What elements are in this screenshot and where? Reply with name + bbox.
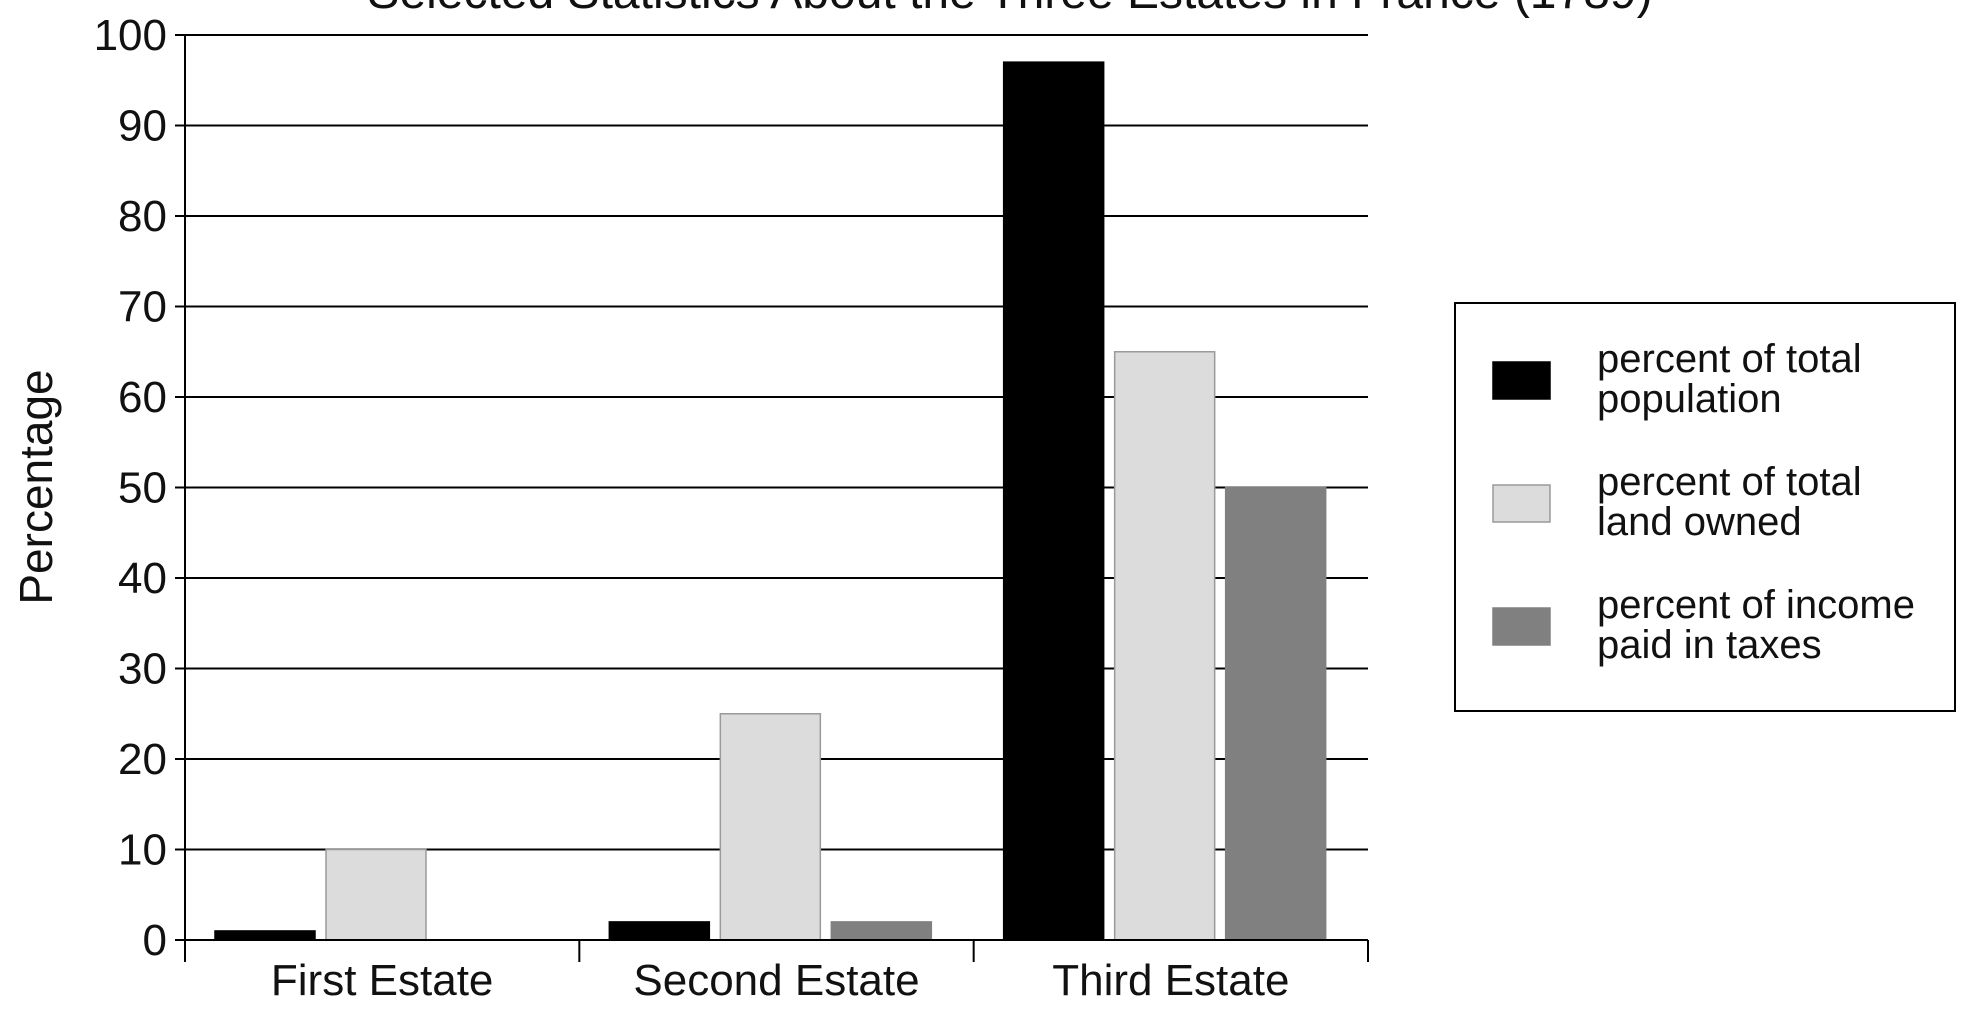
bars bbox=[214, 61, 1327, 941]
y-tick-label: 20 bbox=[118, 735, 167, 784]
legend-label-percent-of-total-land-owned: percent of total land owned bbox=[1597, 460, 1862, 544]
bar-percent-of-total-population-first-estate bbox=[214, 930, 316, 941]
chart-title: Selected Statistics About the Three Esta… bbox=[367, 0, 1652, 19]
y-tick-label: 90 bbox=[118, 102, 167, 151]
bar-percent-of-total-population-second-estate bbox=[608, 921, 711, 941]
legend-swatch-percent-of-total-land-owned bbox=[1492, 484, 1551, 523]
y-axis-label: Percentage bbox=[10, 369, 62, 604]
x-tick-label: Third Estate bbox=[1052, 956, 1289, 1005]
x-tick-label: Second Estate bbox=[633, 956, 919, 1005]
bar-percent-of-total-land-owned-second-estate bbox=[719, 713, 822, 941]
legend-label-percent-of-total-population: percent of total population bbox=[1597, 337, 1862, 421]
y-tick-label: 50 bbox=[118, 464, 167, 513]
legend-label-percent-of-income-paid-in-taxes: percent of income paid in taxes bbox=[1597, 583, 1915, 667]
legend: percent of total population percent of tot… bbox=[1454, 302, 1956, 712]
legend-swatch-percent-of-total-population bbox=[1492, 361, 1551, 400]
y-tick-label: 0 bbox=[143, 916, 167, 965]
y-tick-label: 40 bbox=[118, 554, 167, 603]
bar-percent-of-total-land-owned-first-estate bbox=[325, 848, 427, 941]
axes: 0 10 20 30 40 50 60 70 80 90 100 First Estate Second… bbox=[94, 11, 1369, 1005]
bar-percent-of-income-paid-in-taxes-second-estate bbox=[830, 921, 933, 941]
y-tick-label: 60 bbox=[118, 373, 167, 422]
y-tick-label: 70 bbox=[118, 283, 167, 332]
x-tick-label: First Estate bbox=[271, 956, 494, 1005]
y-tick-label: 100 bbox=[94, 11, 167, 60]
y-tick-label: 80 bbox=[118, 192, 167, 241]
legend-swatch-percent-of-income-paid-in-taxes bbox=[1492, 607, 1551, 646]
bar-percent-of-total-land-owned-third-estate bbox=[1113, 351, 1216, 941]
bar-percent-of-income-paid-in-taxes-third-estate bbox=[1224, 486, 1327, 941]
bar-percent-of-total-population-third-estate bbox=[1002, 61, 1105, 941]
y-tick-label: 10 bbox=[118, 826, 167, 875]
y-tick-label: 30 bbox=[118, 645, 167, 694]
